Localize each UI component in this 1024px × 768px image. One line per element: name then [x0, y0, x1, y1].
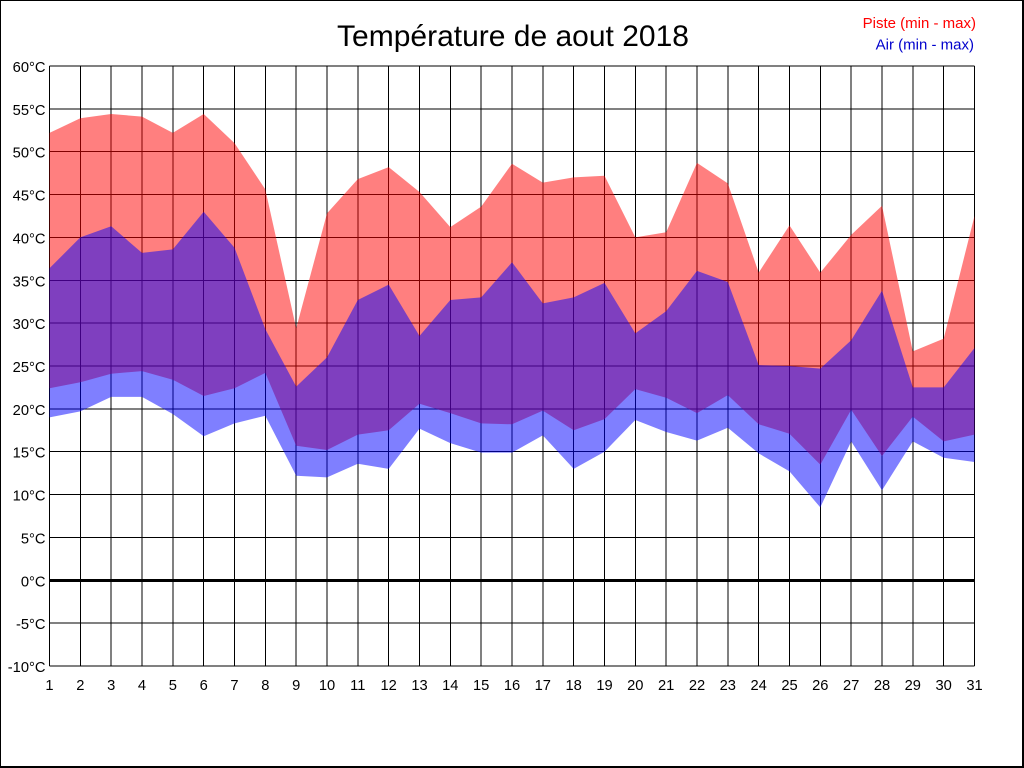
- svg-text:19: 19: [596, 678, 612, 694]
- svg-text:12: 12: [381, 678, 397, 694]
- svg-text:25°C: 25°C: [13, 360, 46, 376]
- svg-text:-10°C: -10°C: [8, 660, 46, 676]
- svg-text:15°C: 15°C: [13, 446, 46, 462]
- svg-text:Température de aout 2018: Température de aout 2018: [337, 20, 689, 53]
- svg-text:25: 25: [781, 678, 797, 694]
- svg-text:50°C: 50°C: [13, 146, 46, 162]
- svg-text:10: 10: [319, 678, 335, 694]
- svg-text:15: 15: [473, 678, 489, 694]
- svg-text:24: 24: [751, 678, 767, 694]
- svg-text:45°C: 45°C: [13, 189, 46, 205]
- svg-text:55°C: 55°C: [13, 103, 46, 119]
- svg-text:40°C: 40°C: [13, 231, 46, 247]
- svg-text:20: 20: [627, 678, 643, 694]
- svg-text:22: 22: [689, 678, 705, 694]
- svg-text:28: 28: [874, 678, 890, 694]
- svg-text:5°C: 5°C: [21, 531, 46, 547]
- svg-text:13: 13: [411, 678, 427, 694]
- svg-text:11: 11: [350, 678, 365, 694]
- svg-text:7: 7: [230, 678, 238, 694]
- svg-text:23: 23: [720, 678, 736, 694]
- svg-text:4: 4: [138, 678, 146, 694]
- svg-text:35°C: 35°C: [13, 274, 46, 290]
- svg-text:8: 8: [261, 678, 269, 694]
- svg-text:0°C: 0°C: [21, 574, 46, 590]
- svg-text:26: 26: [812, 678, 828, 694]
- svg-text:20°C: 20°C: [13, 403, 46, 419]
- svg-text:27: 27: [843, 678, 859, 694]
- svg-text:5: 5: [169, 678, 177, 694]
- svg-text:Piste (min - max): Piste (min - max): [863, 15, 976, 32]
- svg-text:17: 17: [535, 678, 551, 694]
- svg-text:14: 14: [442, 678, 458, 694]
- svg-text:-5°C: -5°C: [16, 617, 46, 633]
- svg-text:3: 3: [107, 678, 115, 694]
- svg-text:Air (min - max): Air (min - max): [876, 37, 974, 54]
- svg-text:18: 18: [566, 678, 582, 694]
- svg-text:16: 16: [504, 678, 520, 694]
- svg-text:2: 2: [76, 678, 84, 694]
- svg-text:60°C: 60°C: [13, 60, 46, 76]
- svg-text:30°C: 30°C: [13, 317, 46, 333]
- svg-text:10°C: 10°C: [13, 489, 46, 505]
- svg-text:29: 29: [905, 678, 921, 694]
- svg-text:9: 9: [292, 678, 300, 694]
- svg-text:31: 31: [966, 678, 982, 694]
- svg-text:6: 6: [200, 678, 208, 694]
- svg-text:1: 1: [45, 678, 53, 694]
- svg-text:30: 30: [936, 678, 952, 694]
- svg-text:21: 21: [658, 678, 674, 694]
